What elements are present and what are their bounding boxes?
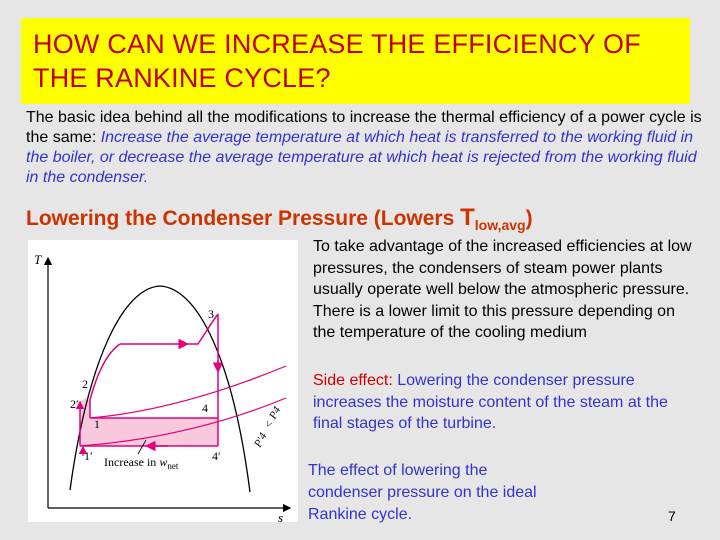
pressure-label-p4: P4 [267,404,284,422]
pressure-labels: P′4 < P4 [252,404,284,450]
state-label-3: 3 [208,307,214,321]
increase-wnet-pointer [137,439,147,455]
pressure-label-lt: < [262,419,276,430]
saturation-dome [69,285,251,493]
pressure-label-p4-prime: P′4 [252,430,270,450]
increase-wnet-label: Increase in wnet [104,455,179,471]
t-axis-label: T [34,252,42,267]
figure-caption: The effect of lowering the condenser pre… [308,462,537,523]
intro-plain-text: The basic idea behind all the modificati… [26,109,702,146]
state-label-1-prime: 1′ [84,449,93,463]
ts-diagram-svg: T s 3 2 2′ 4 1 1′ 4′ P′4 < P4 [34,252,292,525]
intro-paragraph: The basic idea behind all the modificati… [26,108,706,188]
section-heading-text: Lowering the Condenser Pressure (Lowers [26,207,461,230]
state-label-4: 4 [202,401,208,415]
page-number: 7 [668,508,676,524]
section-heading-subscript: low,avg [474,217,526,233]
ts-diagram: T s 3 2 2′ 4 1 1′ 4′ P′4 < P4 [28,240,298,525]
cycle-2-boil [89,343,121,401]
state-label-2-prime: 2′ [70,397,79,411]
isobar-p4 [89,365,287,419]
section-heading-close: ) [525,207,533,230]
increase-wnet-area-left [80,398,90,446]
increase-wnet-area [90,418,218,446]
state-label-2: 2 [82,377,88,391]
section-heading-t: T [460,204,475,231]
side-effect-paragraph: Side effect: Lowering the condenser pres… [313,370,693,435]
superheat-line [186,313,219,345]
state-label-4-prime: 4′ [212,449,221,463]
side-effect-text: Lowering the condenser pressure increase… [313,372,668,432]
state-label-1: 1 [94,417,100,431]
side-effect-label: Side effect: [313,372,393,389]
isobar-p4-prime [79,397,287,447]
slide-title: HOW CAN WE INCREASE THE EFFICIENCY OF TH… [33,29,641,93]
intro-emphasis-text: Increase the average temperature at whic… [26,129,697,186]
section-heading: Lowering the Condenser Pressure (Lowers … [26,204,533,233]
title-banner: HOW CAN WE INCREASE THE EFFICIENCY OF TH… [21,18,690,104]
s-axis-label: s [278,510,283,522]
body-paragraph: To take advantage of the increased effic… [313,238,692,341]
